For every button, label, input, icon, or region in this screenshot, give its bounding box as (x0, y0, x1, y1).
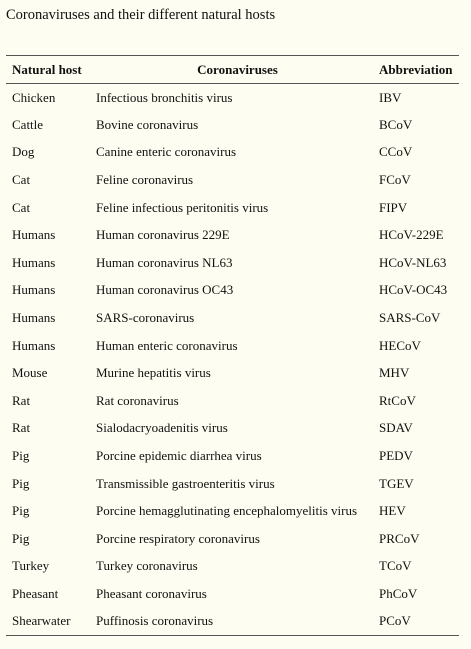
header-abbreviation: Abbreviation (379, 55, 459, 84)
cell-abbreviation: SDAV (379, 420, 413, 436)
table-row: Humans Human enteric coronavirus HECoV (6, 332, 459, 360)
cell-coronavirus: Sialodacryoadenitis virus (96, 420, 228, 436)
cell-abbreviation: HCoV-OC43 (379, 282, 448, 298)
table-row: Rat Rat coronavirus RtCoV (6, 387, 459, 415)
header-natural-host: Natural host (6, 55, 96, 84)
cell-abbreviation: PEDV (379, 448, 413, 464)
table-row: Cat Feline coronavirus FCoV (6, 166, 459, 194)
cell-coronavirus: Feline coronavirus (96, 172, 194, 188)
cell-coronavirus: Puffinosis coronavirus (96, 607, 379, 636)
cell-coronavirus: Pheasant coronavirus (96, 585, 207, 601)
table-row: Turkey Turkey coronavirus TCoV (6, 553, 459, 581)
cell-abbreviation: PhCoV (379, 585, 418, 601)
cell-natural-host: Pig (12, 475, 30, 491)
cell-coronavirus: Porcine epidemic diarrhea virus (96, 448, 262, 464)
cell-natural-host: Humans (12, 254, 56, 270)
cell-natural-host: Humans (12, 227, 56, 243)
coronavirus-hosts-table: Natural host Coronaviruses Abbreviation … (6, 55, 459, 636)
cell-abbreviation: TGEV (379, 475, 414, 491)
cell-abbreviation: HEV (379, 503, 406, 519)
cell-coronavirus: Rat coronavirus (96, 392, 179, 408)
table-row: Humans Human coronavirus NL63 HCoV-NL63 (6, 249, 459, 277)
table-row: Shearwater Puffinosis coronavirus PCoV (6, 607, 459, 636)
cell-coronavirus: Murine hepatitis virus (96, 365, 211, 381)
table-row: Pheasant Pheasant coronavirus PhCoV (6, 580, 459, 608)
cell-coronavirus: Bovine coronavirus (96, 116, 199, 132)
table-row: Pig Porcine hemagglutinating encephalomye… (6, 497, 459, 525)
cell-natural-host: Pig (12, 448, 30, 464)
cell-abbreviation: HCoV-NL63 (379, 254, 447, 270)
table-row: Cat Feline infectious peritonitis virus FI… (6, 194, 459, 222)
cell-coronavirus: SARS-coronavirus (96, 310, 195, 326)
cell-natural-host: Cat (12, 199, 31, 215)
cell-natural-host: Rat (12, 392, 31, 408)
cell-abbreviation: HECoV (379, 337, 421, 353)
cell-abbreviation: SARS-CoV (379, 310, 441, 326)
cell-natural-host: Cattle (12, 116, 44, 132)
cell-abbreviation: BCoV (379, 116, 413, 132)
cell-abbreviation: IBV (379, 89, 402, 105)
cell-natural-host: Mouse (12, 365, 48, 381)
cell-abbreviation: MHV (379, 365, 410, 381)
cell-abbreviation: TCoV (379, 558, 412, 574)
table-row: Dog Canine enteric coronavirus CCoV (6, 139, 459, 167)
table-body: Chicken Infectious bronchitis virus IBV Cat… (6, 84, 459, 636)
cell-abbreviation: PRCoV (379, 530, 420, 546)
cell-abbreviation: RtCoV (379, 392, 416, 408)
cell-natural-host: Dog (12, 144, 35, 160)
table-title: Coronaviruses and their different natura… (6, 7, 276, 23)
table-row: Humans Human coronavirus OC43 HCoV-OC43 (6, 277, 459, 305)
cell-natural-host: Pheasant (12, 585, 59, 601)
cell-abbreviation: CCoV (379, 144, 413, 160)
cell-natural-host: Chicken (12, 89, 56, 105)
table-row: Pig Porcine epidemic diarrhea virus PEDV (6, 442, 459, 470)
cell-coronavirus: Feline infectious peritonitis virus (96, 199, 269, 215)
cell-natural-host: Humans (12, 310, 56, 326)
table-row: Humans Human coronavirus 229E HCoV-229E (6, 221, 459, 249)
table-row: Pig Porcine respiratory coronavirus PRCoV (6, 525, 459, 553)
cell-coronavirus: Turkey coronavirus (96, 558, 198, 574)
cell-natural-host: Rat (12, 420, 31, 436)
table-row: Pig Transmissible gastroenteritis virus TG… (6, 470, 459, 498)
cell-natural-host: Pig (12, 503, 30, 519)
cell-abbreviation: PCoV (379, 607, 459, 636)
table-row: Cattle Bovine coronavirus BCoV (6, 111, 459, 139)
cell-natural-host: Shearwater (6, 607, 96, 636)
cell-natural-host: Turkey (12, 558, 50, 574)
cell-coronavirus: Porcine respiratory coronavirus (96, 530, 260, 546)
cell-coronavirus: Canine enteric coronavirus (96, 144, 237, 160)
cell-coronavirus: Human enteric coronavirus (96, 337, 238, 353)
table-row: Humans SARS-coronavirus SARS-CoV (6, 304, 459, 332)
table-header-row: Natural host Coronaviruses Abbreviation (6, 55, 459, 84)
cell-coronavirus: Human coronavirus 229E (96, 227, 230, 243)
cell-coronavirus: Human coronavirus NL63 (96, 254, 233, 270)
cell-coronavirus: Human coronavirus OC43 (96, 282, 234, 298)
cell-coronavirus: Infectious bronchitis virus (96, 89, 233, 105)
cell-abbreviation: FIPV (379, 199, 408, 215)
cell-abbreviation: FCoV (379, 172, 411, 188)
cell-coronavirus: Porcine hemagglutinating encephalomyelit… (96, 503, 358, 519)
cell-natural-host: Cat (12, 172, 31, 188)
cell-coronavirus: Transmissible gastroenteritis virus (96, 475, 275, 491)
header-coronaviruses: Coronaviruses (96, 55, 379, 84)
table-row: Rat Sialodacryoadenitis virus SDAV (6, 415, 459, 443)
cell-natural-host: Humans (12, 282, 56, 298)
cell-natural-host: Humans (12, 337, 56, 353)
cell-abbreviation: HCoV-229E (379, 227, 444, 243)
table-row: Mouse Murine hepatitis virus MHV (6, 359, 459, 387)
cell-natural-host: Pig (12, 530, 30, 546)
table-row: Chicken Infectious bronchitis virus IBV (6, 84, 459, 112)
